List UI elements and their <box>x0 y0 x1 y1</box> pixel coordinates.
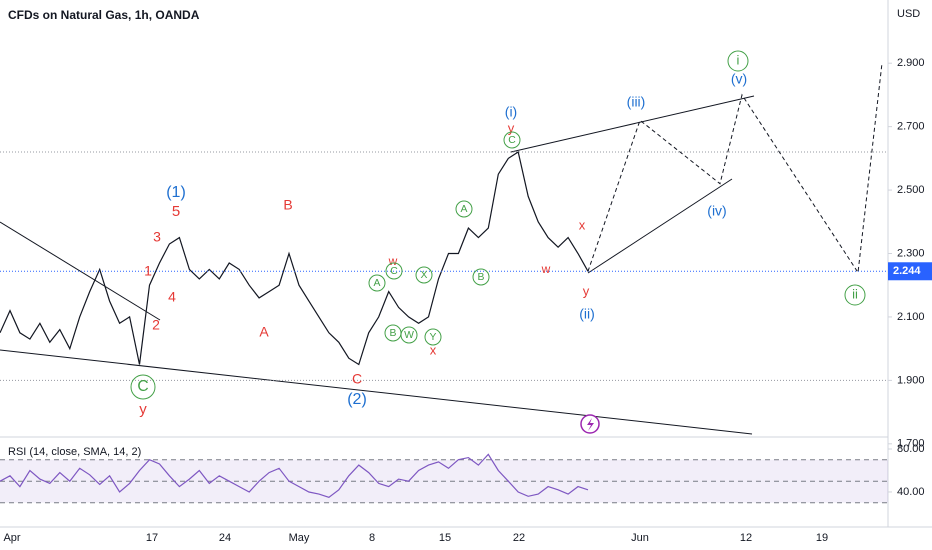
wave-label: B <box>283 197 292 213</box>
wave-label: C <box>508 135 516 146</box>
wave-circle <box>130 374 156 400</box>
wave-label: 2 <box>152 317 160 333</box>
y-tick-label: 1.900 <box>897 374 925 386</box>
wave-label: i <box>737 52 740 67</box>
wave-label: C <box>137 378 148 395</box>
trendline <box>510 95 755 153</box>
wave-circle <box>844 284 866 306</box>
x-tick-label: 24 <box>219 532 231 544</box>
wave-circle <box>727 50 749 72</box>
y-tick-label: 2.500 <box>897 184 925 196</box>
wave-label: C <box>352 371 362 387</box>
wave-label: (i) <box>505 104 517 120</box>
wave-label: C <box>390 266 398 277</box>
wave-label: (1) <box>166 184 186 201</box>
currency: USD <box>897 8 920 20</box>
wave-label: w <box>388 254 398 268</box>
wave-label: 1 <box>144 263 152 279</box>
x-tick-label: 19 <box>816 532 828 544</box>
rsi-tick-label: 40.00 <box>897 486 925 498</box>
trendline <box>0 349 753 435</box>
trendline <box>587 178 733 274</box>
wave-circle <box>400 326 418 344</box>
wave-circle <box>503 131 521 149</box>
last-price-label: 2.244 <box>893 265 921 277</box>
y-tick-label: 1.700 <box>897 438 925 450</box>
wave-label: 3 <box>153 229 161 245</box>
price-line <box>0 151 589 366</box>
wave-label: Y <box>430 332 437 343</box>
event-icon-bolt <box>587 418 594 431</box>
y-tick-label: 2.900 <box>897 57 925 69</box>
last-price-box <box>888 262 932 281</box>
x-tick-label: 22 <box>513 532 525 544</box>
wave-label: A <box>461 204 468 215</box>
wave-circle <box>368 274 386 292</box>
wave-label: ii <box>852 286 858 301</box>
wave-label: y <box>508 120 515 135</box>
x-tick-label: 17 <box>146 532 158 544</box>
wave-label: x <box>579 217 586 232</box>
x-tick-label: 8 <box>369 532 375 544</box>
wave-label: x <box>430 342 437 357</box>
chart-title: CFDs on Natural Gas, 1h, OANDA <box>8 8 200 22</box>
x-tick-label: May <box>289 532 310 544</box>
x-tick-label: Jun <box>631 532 649 544</box>
wave-circle <box>472 268 490 286</box>
x-tick-label: 12 <box>740 532 752 544</box>
rsi-tick-label: 80.00 <box>897 443 925 455</box>
wave-label: B <box>390 328 397 339</box>
wave-circle <box>415 266 433 284</box>
wave-label: y <box>583 283 590 298</box>
wave-label: B <box>478 272 485 283</box>
y-tick-label: 2.100 <box>897 311 925 323</box>
wave-label: (v) <box>731 71 747 87</box>
y-tick-label: 2.300 <box>897 247 925 259</box>
rsi-line <box>0 453 589 498</box>
wave-label: (2) <box>347 391 367 408</box>
x-tick-label: Apr <box>3 532 20 544</box>
trendline <box>0 221 161 321</box>
rsi-title: RSI (14, close, SMA, 14, 2) <box>8 446 141 458</box>
wave-label: X <box>421 270 428 281</box>
wave-label: y <box>139 401 147 418</box>
wave-label: (iii) <box>627 94 646 110</box>
wave-label: A <box>259 324 269 340</box>
projection-line <box>587 63 883 274</box>
wave-label: (iv) <box>707 203 726 219</box>
wave-label: W <box>404 330 414 341</box>
wave-circle <box>455 200 473 218</box>
wave-circle <box>385 262 403 280</box>
wave-label: w <box>541 262 551 276</box>
y-tick-label: 2.700 <box>897 121 925 133</box>
wave-label: A <box>374 278 381 289</box>
wave-circle <box>424 328 442 346</box>
wave-label: (ii) <box>579 306 595 322</box>
x-tick-label: 15 <box>439 532 451 544</box>
wave-label: 5 <box>172 203 180 220</box>
wave-label: 4 <box>168 289 176 305</box>
